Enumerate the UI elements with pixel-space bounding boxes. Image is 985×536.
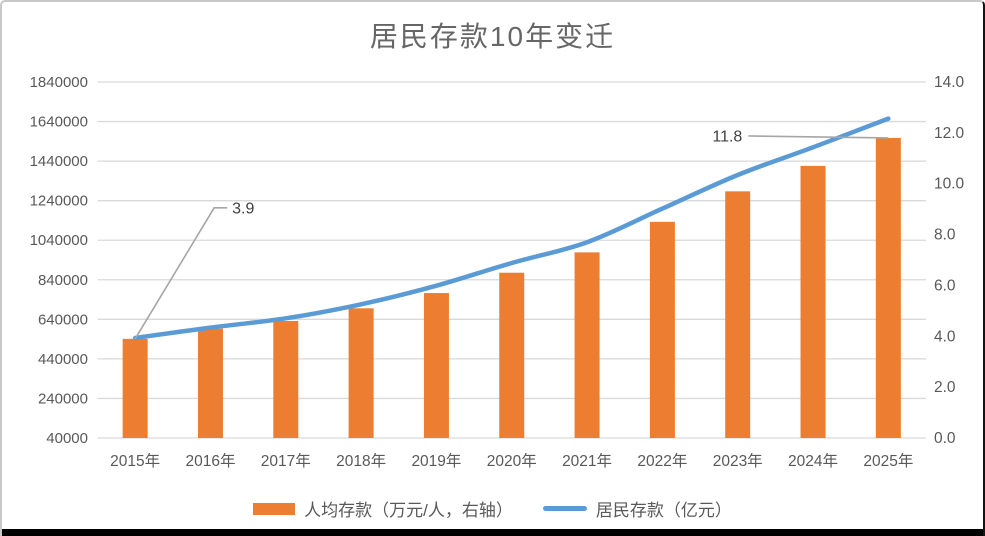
chart-title: 居民存款10年变迁 — [369, 21, 616, 52]
chart-legend: 人均存款（万元/人，右轴） 居民存款（亿元） — [2, 496, 983, 521]
right-axis-tick: 10.0 — [934, 176, 965, 193]
right-axis-tick: 14.0 — [934, 74, 965, 91]
annotation-11.8: 11.8 — [712, 128, 889, 145]
left-axis-tick: 1240000 — [30, 193, 88, 210]
legend-label-bar-series: 人均存款（万元/人，右轴） — [304, 501, 513, 520]
x-axis-tick: 2017年 — [261, 452, 311, 470]
x-axis-tick: 2022年 — [637, 452, 687, 470]
bar-2017年 — [273, 321, 299, 438]
bar-2016年 — [197, 328, 223, 438]
left-axis-tick: 40000 — [46, 430, 88, 447]
x-axis-tick: 2021年 — [562, 452, 612, 470]
left-axis-labels: 1840000 1640000 1440000 1240000 1040000 84000… — [30, 74, 88, 447]
bar-2022年 — [649, 221, 675, 438]
left-axis-tick: 840000 — [38, 272, 88, 289]
annotation-3.9: 3.9 — [134, 200, 255, 340]
leader-line — [748, 135, 889, 139]
x-axis-tick: 2015年 — [110, 452, 160, 470]
right-axis-tick: 8.0 — [934, 227, 956, 244]
right-axis-tick: 0.0 — [934, 430, 956, 447]
bar-2020年 — [499, 272, 525, 438]
bar-2025年 — [875, 137, 901, 438]
left-axis-tick: 1840000 — [30, 74, 88, 91]
x-axis-tick: 2023年 — [713, 452, 763, 470]
line-series-swatch-icon — [542, 506, 587, 511]
deposits-line — [132, 116, 891, 341]
bar-2015年 — [122, 338, 148, 438]
right-axis-tick: 2.0 — [934, 379, 956, 396]
right-axis-tick: 6.0 — [934, 277, 956, 294]
left-axis-tick: 1040000 — [30, 232, 88, 249]
annotation-label: 11.8 — [712, 128, 742, 145]
x-axis-tick: 2019年 — [411, 452, 461, 470]
left-axis-tick: 1640000 — [30, 114, 88, 131]
annotation-label: 3.9 — [232, 200, 254, 217]
bar-2024年 — [800, 165, 826, 438]
left-axis-tick: 440000 — [38, 351, 88, 368]
right-axis-labels: 14.0 12.0 10.0 8.0 6.0 4.0 2.0 0.0 — [934, 74, 965, 447]
bar-2019年 — [423, 293, 449, 438]
x-axis-labels: 2015年 2016年 2017年 2018年 2019年 2020年 2021年 2022年… — [110, 452, 913, 470]
left-axis-tick: 640000 — [38, 311, 88, 328]
right-axis-tick: 12.0 — [934, 125, 965, 142]
x-axis-tick: 2020年 — [487, 452, 537, 470]
bar-series-swatch-icon — [253, 502, 296, 515]
x-axis-tick: 2025年 — [863, 452, 913, 470]
right-axis-tick: 4.0 — [934, 328, 956, 345]
bar-2023年 — [725, 191, 751, 438]
bar-2018年 — [348, 308, 374, 438]
x-axis-tick: 2016年 — [185, 452, 235, 470]
x-axis-tick: 2018年 — [336, 452, 386, 470]
left-axis-tick: 240000 — [38, 390, 88, 407]
bars-series — [122, 137, 901, 438]
x-axis-tick: 2024年 — [788, 452, 838, 470]
left-axis-tick: 1440000 — [30, 153, 88, 170]
bottom-black-band — [2, 529, 983, 536]
leader-line — [134, 207, 228, 340]
bar-2021年 — [574, 252, 600, 438]
legend-label-line-series: 居民存款（亿元） — [595, 501, 732, 520]
